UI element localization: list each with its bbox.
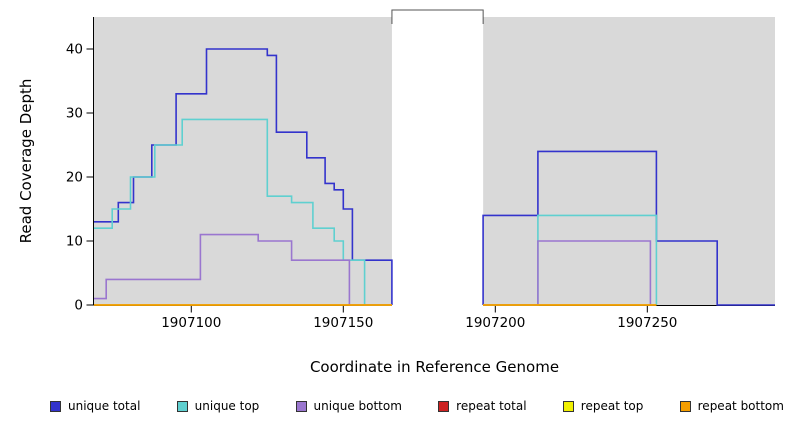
y-tick-label: 20 — [66, 170, 83, 186]
legend-swatch-icon — [562, 400, 574, 412]
x-axis-ticks: 1907100 1907150 1907200 1907250 — [161, 305, 677, 331]
legend-label: unique bottom — [313, 399, 402, 413]
legend-label: repeat bottom — [697, 399, 784, 413]
y-axis-ticks: 0 10 20 30 40 — [66, 42, 94, 314]
x-tick-label: 1907200 — [465, 315, 525, 331]
x-tick-label: 1907150 — [313, 315, 373, 331]
y-tick-label: 30 — [66, 106, 83, 122]
legend-label: repeat total — [456, 399, 527, 413]
legend: unique total unique top unique bottom repea… — [50, 399, 784, 413]
legend-item-unique-total: unique total — [50, 399, 140, 413]
legend-item-unique-bottom: unique bottom — [295, 399, 402, 413]
coverage-gap-region — [391, 10, 484, 306]
legend-swatch-icon — [50, 400, 61, 412]
series-path — [94, 233, 392, 306]
legend-swatch-icon — [176, 400, 188, 412]
x-tick-label: 1907100 — [161, 315, 221, 331]
y-axis-title: Read Coverage Depth — [17, 78, 35, 244]
y-tick-label: 40 — [66, 42, 83, 58]
legend-label: unique top — [194, 399, 260, 413]
x-axis-title: Coordinate in Reference Genome — [309, 358, 560, 376]
legend-label: unique total — [68, 399, 141, 413]
legend-swatch-icon — [295, 400, 307, 412]
legend-item-repeat-total: repeat total — [438, 399, 527, 413]
y-tick-label: 10 — [66, 234, 83, 250]
legend-swatch-icon — [438, 400, 450, 412]
legend-swatch-icon — [679, 400, 691, 412]
coverage-gap-outline — [391, 9, 484, 24]
legend-label: repeat top — [580, 399, 644, 413]
series-path — [482, 150, 775, 306]
y-tick-label: 0 — [74, 298, 83, 314]
x-tick-label: 1907250 — [617, 315, 677, 331]
legend-item-repeat-bottom: repeat bottom — [679, 399, 784, 413]
legend-item-unique-top: unique top — [176, 399, 260, 413]
series-path — [94, 118, 392, 306]
legend-item-repeat-top: repeat top — [562, 399, 644, 413]
